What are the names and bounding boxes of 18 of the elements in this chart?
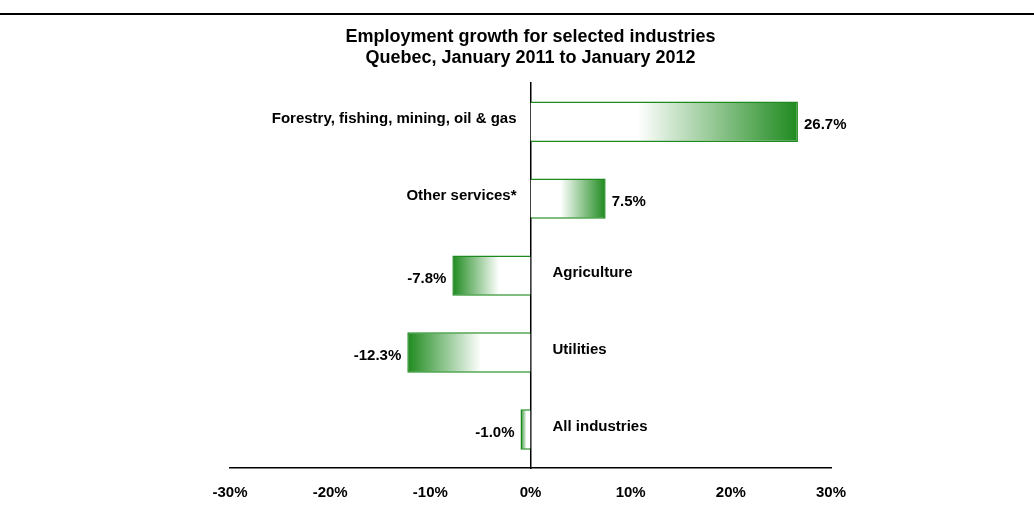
x-tick-label: -10% [412,483,448,501]
x-tick-label: 30% [815,483,847,501]
data-label: 26.7% [803,114,847,132]
y-tick-label: Agriculture [552,262,633,280]
chart-title: Employment growth for selected industries Quebec, January 2011 to January 2012 [345,25,716,68]
data-label: -1.0% [475,422,515,440]
x-tick-label: 10% [615,483,646,501]
y-tick-label: Forestry, fishing, mining, oil & gas [271,108,517,126]
data-label: -12.3% [353,345,402,363]
data-label: 7.5% [611,191,646,209]
y-tick-label: Utilities [552,339,607,357]
x-tick-label: -30% [212,483,248,501]
x-tick-label: 0% [519,483,542,501]
data-label: -7.8% [407,268,447,286]
y-tick-label: Other services* [406,185,517,203]
x-tick-label: -20% [312,483,348,501]
y-tick-label: All industries [552,416,648,434]
x-tick-label: 20% [715,483,746,501]
